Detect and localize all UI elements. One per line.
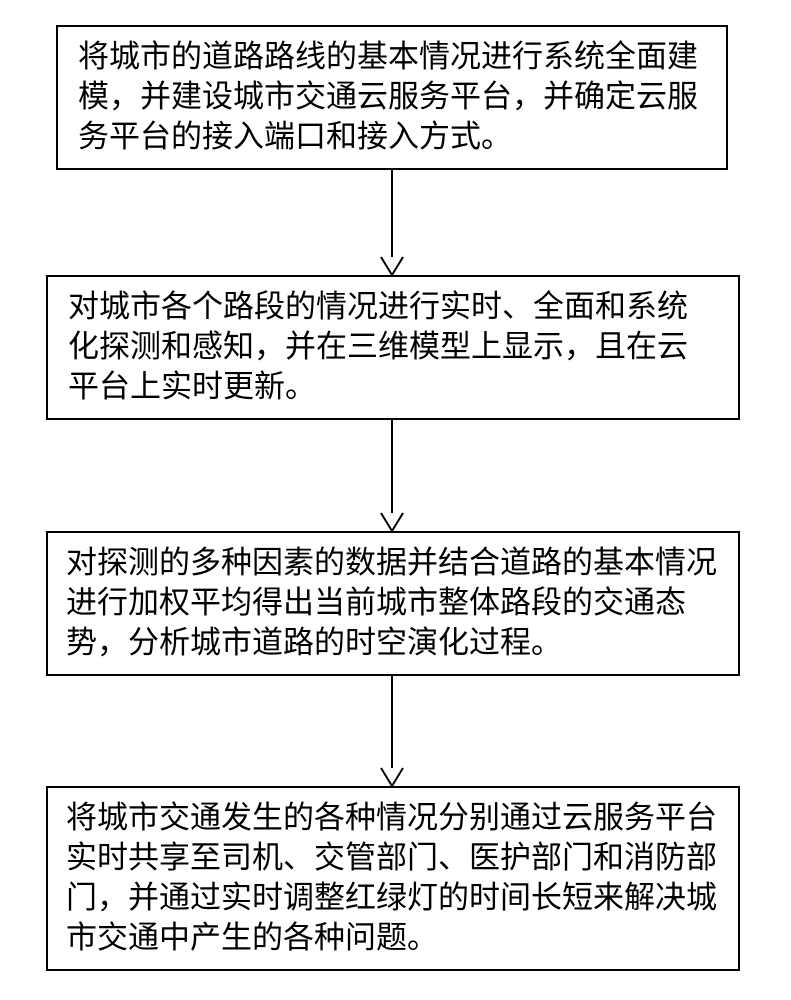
- arrow-3: [0, 0, 791, 1000]
- flowchart-canvas: 将城市的道路路线的基本情况进行系统全面建模，并建设城市交通云服务平台，并确定云服…: [0, 0, 791, 1000]
